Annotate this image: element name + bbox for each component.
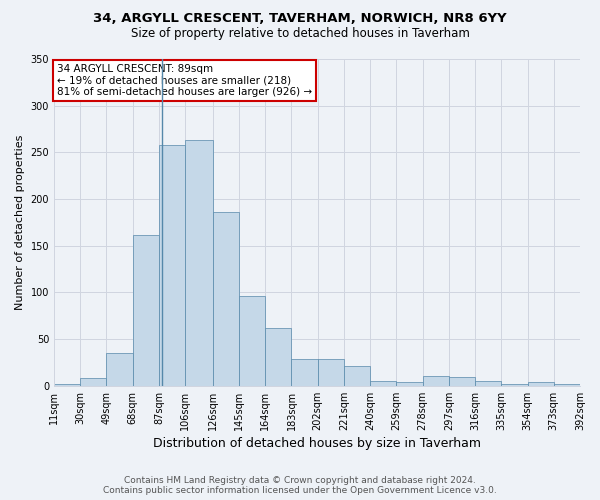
Bar: [239, 296, 265, 386]
Bar: [449, 378, 475, 386]
Bar: [344, 366, 370, 386]
Bar: [159, 145, 185, 386]
Text: Contains HM Land Registry data © Crown copyright and database right 2024.
Contai: Contains HM Land Registry data © Crown c…: [103, 476, 497, 495]
Bar: [106, 353, 133, 386]
Bar: [54, 384, 80, 386]
Bar: [213, 212, 239, 386]
Text: 34, ARGYLL CRESCENT, TAVERHAM, NORWICH, NR8 6YY: 34, ARGYLL CRESCENT, TAVERHAM, NORWICH, …: [93, 12, 507, 26]
Bar: [80, 378, 106, 386]
Bar: [292, 358, 318, 386]
Bar: [527, 382, 554, 386]
Bar: [265, 328, 292, 386]
Bar: [397, 382, 422, 386]
Bar: [554, 384, 580, 386]
Text: 34 ARGYLL CRESCENT: 89sqm
← 19% of detached houses are smaller (218)
81% of semi: 34 ARGYLL CRESCENT: 89sqm ← 19% of detac…: [56, 64, 312, 97]
X-axis label: Distribution of detached houses by size in Taverham: Distribution of detached houses by size …: [153, 437, 481, 450]
Y-axis label: Number of detached properties: Number of detached properties: [15, 134, 25, 310]
Bar: [133, 236, 159, 386]
Bar: [318, 358, 344, 386]
Bar: [422, 376, 449, 386]
Bar: [475, 381, 502, 386]
Bar: [370, 381, 397, 386]
Bar: [502, 384, 527, 386]
Bar: [185, 140, 213, 386]
Text: Size of property relative to detached houses in Taverham: Size of property relative to detached ho…: [131, 28, 469, 40]
